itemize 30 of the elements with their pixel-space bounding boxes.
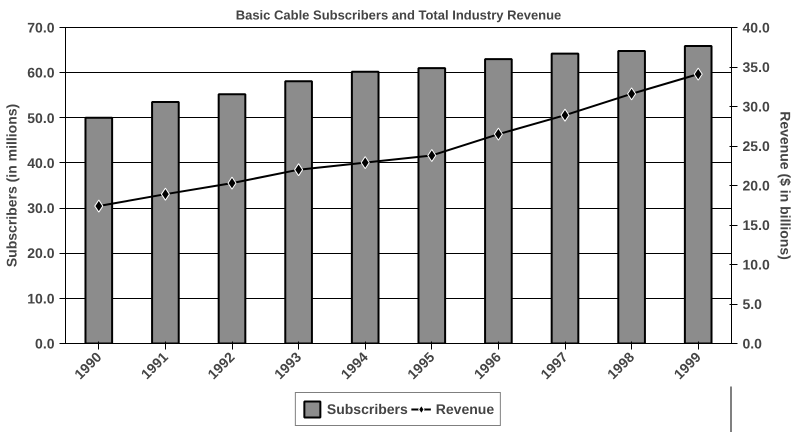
y2-tick-label: 0.0: [742, 336, 762, 352]
chart-title: Basic Cable Subscribers and Total Industry Revenue: [236, 8, 562, 22]
point: [360, 156, 370, 170]
y-tick-label: 60.0: [27, 64, 55, 81]
y2-tick-label: 15.0: [742, 217, 770, 233]
point: [294, 163, 304, 176]
point: [94, 200, 104, 213]
y2-tick-label: 25.0: [742, 138, 770, 154]
point: [427, 148, 436, 162]
y-tick-label: 70.0: [27, 20, 55, 36]
y2-tick-label: 5.0: [742, 296, 762, 312]
y-tick-label: 40.0: [27, 154, 55, 171]
y2-tick-label: 10.0: [742, 256, 770, 272]
y2-tick-label: 20.0: [742, 178, 770, 194]
y-tick-label: 10.0: [27, 290, 55, 306]
point: [694, 68, 703, 81]
point: [494, 128, 503, 141]
point: [160, 188, 170, 201]
y2-axis-title: Revenue ($ in billions): [778, 111, 794, 260]
y-tick-label: 50.0: [27, 110, 55, 126]
legend-label: Subscribers: [326, 401, 408, 417]
point: [627, 87, 636, 100]
y-tick-label: 30.0: [27, 200, 55, 216]
y-tick-label: 20.0: [27, 245, 55, 262]
y2-tick-label: 35.0: [742, 59, 770, 75]
y-tick-label: 0.0: [35, 336, 55, 352]
y2-tick-label: 40.0: [742, 20, 770, 36]
y-axis-title: Subscribers (in millions): [3, 104, 20, 268]
y2-tick-label: 30.0: [742, 98, 770, 114]
legend-label: Revenue: [436, 401, 494, 417]
